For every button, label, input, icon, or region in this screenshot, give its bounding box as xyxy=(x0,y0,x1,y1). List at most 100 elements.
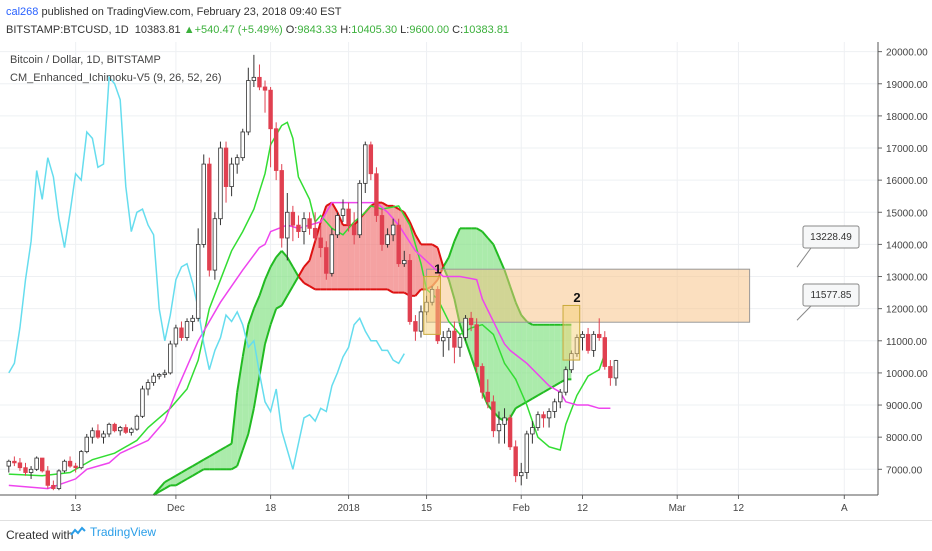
cloud-span-a xyxy=(192,462,199,467)
candle-up xyxy=(418,311,424,332)
candle-down xyxy=(312,227,318,239)
candle-up xyxy=(79,451,84,469)
candle-down xyxy=(123,427,128,433)
candle-down xyxy=(351,224,357,236)
candle-down xyxy=(602,337,607,367)
candle-down xyxy=(597,333,602,338)
cloud-segment xyxy=(343,225,349,290)
cloud-segment xyxy=(365,205,371,290)
cloud-segment xyxy=(214,450,221,470)
candle-down xyxy=(268,89,273,130)
cloud-span-b xyxy=(515,404,522,410)
candle-up xyxy=(156,374,162,377)
indicator-legend[interactable]: CM_Enhanced_Ichimoku-V5 (9, 26, 52, 26) xyxy=(10,72,222,84)
candle-up xyxy=(212,218,218,271)
cloud-segment xyxy=(526,321,533,402)
callout-pointer xyxy=(796,305,812,321)
symbol-label[interactable]: BITSTAMP:BTCUSD, 1D xyxy=(6,24,129,36)
cloud-span-b xyxy=(286,285,294,297)
cloud-span-a xyxy=(280,250,289,258)
cloud-span-b xyxy=(554,381,561,387)
cloud-span-b xyxy=(175,481,182,487)
cloud-span-a xyxy=(164,478,171,484)
cloud-span-b xyxy=(197,468,205,474)
candle-down xyxy=(45,470,50,486)
cloud-span-a xyxy=(175,471,182,477)
candle-up xyxy=(591,333,596,351)
candle-up xyxy=(201,163,206,245)
cloud-span-a xyxy=(197,458,205,464)
lagging-span-line xyxy=(8,75,405,470)
y-tick-label: 12000.00 xyxy=(886,305,928,316)
cloud-span-a xyxy=(236,356,244,393)
candle-up xyxy=(145,382,151,390)
cloud-span-b xyxy=(247,408,255,435)
candle-up xyxy=(446,330,452,338)
y-tick-label: 10000.00 xyxy=(886,369,928,380)
candle-down xyxy=(608,366,613,379)
candle-down xyxy=(296,224,301,232)
candle-up xyxy=(558,391,563,403)
candle-down xyxy=(273,128,279,171)
x-tick-label: A xyxy=(841,503,848,514)
cloud-span-a xyxy=(453,227,461,242)
cloud-span-a xyxy=(225,442,233,448)
cloud-span-b xyxy=(275,304,283,310)
candle-up xyxy=(229,163,234,187)
x-tick-label: 2018 xyxy=(337,503,360,514)
cloud-span-a xyxy=(230,392,239,444)
cloud-span-a xyxy=(414,288,422,297)
cloud-segment xyxy=(292,266,299,287)
candle-down xyxy=(507,417,513,448)
cloud-span-a xyxy=(481,230,489,239)
candle-up xyxy=(84,436,89,453)
y-tick-label: 17000.00 xyxy=(886,144,928,155)
cloud-span-a xyxy=(208,452,216,458)
candle-up xyxy=(173,327,179,345)
cloud-span-b xyxy=(292,276,300,287)
x-tick-label: 12 xyxy=(577,503,589,514)
cloud-span-b xyxy=(164,484,171,490)
callout-box xyxy=(802,225,860,249)
cloud-span-b xyxy=(297,266,305,278)
y-tick-label: 20000.00 xyxy=(886,48,928,59)
tradingview-logo[interactable]: TradingView xyxy=(70,525,156,539)
cloud-span-a xyxy=(387,288,394,294)
y-tick-label: 13000.00 xyxy=(886,273,928,284)
author-link[interactable]: cal268 xyxy=(6,6,39,18)
candle-up xyxy=(234,157,240,165)
candle-up xyxy=(134,415,140,430)
candle-up xyxy=(195,244,201,319)
tradingview-icon xyxy=(70,526,86,536)
candle-up xyxy=(563,369,568,393)
cloud-span-a xyxy=(252,295,261,310)
candle-down xyxy=(12,460,17,464)
candle-down xyxy=(95,430,101,438)
candle-up xyxy=(190,317,195,322)
wave-label-1: 1 xyxy=(434,261,441,276)
y-tick-label: 19000.00 xyxy=(886,80,928,91)
candle-up xyxy=(390,224,396,236)
candle-up xyxy=(357,182,362,236)
cloud-span-a xyxy=(219,445,227,451)
candle-up xyxy=(56,470,62,489)
y-tick-label: 18000.00 xyxy=(886,112,928,123)
last-price: 10383.81 xyxy=(134,24,181,36)
cloud-segment xyxy=(537,324,544,396)
open-label: O: xyxy=(285,24,298,36)
cloud-span-a xyxy=(292,266,300,278)
cloud-span-b xyxy=(153,490,160,496)
cloud-span-a xyxy=(264,266,272,281)
candle-down xyxy=(307,218,312,229)
y-tick-label: 11000.00 xyxy=(886,337,927,348)
low-value: 9600.00 xyxy=(409,24,450,36)
candle-down xyxy=(257,76,262,88)
x-tick-label: Feb xyxy=(513,503,531,514)
candle-up xyxy=(301,218,307,232)
cloud-segment xyxy=(387,205,394,293)
candle-down xyxy=(17,462,23,469)
cloud-span-a xyxy=(476,227,483,233)
callout-pointer xyxy=(796,247,812,268)
candles xyxy=(6,54,619,491)
